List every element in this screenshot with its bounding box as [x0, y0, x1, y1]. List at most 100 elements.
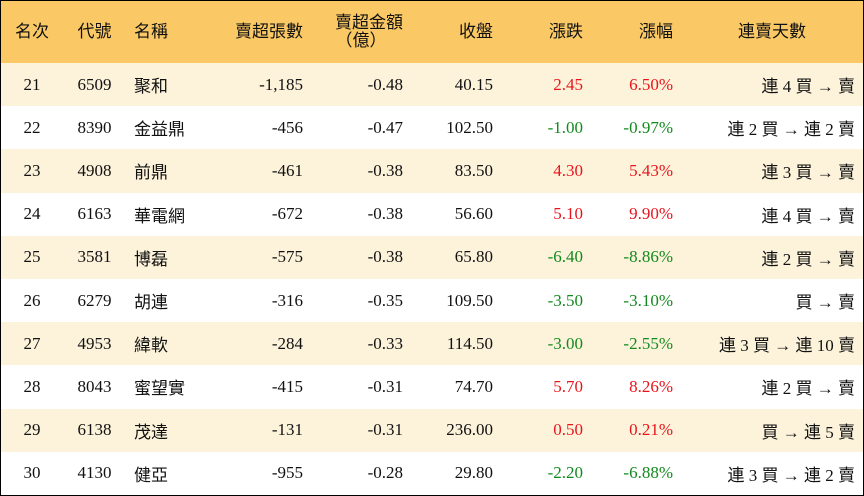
table-cell: -1.00 — [501, 106, 591, 150]
header-line: 連賣天數 — [738, 22, 806, 41]
table-cell: 28 — [1, 365, 63, 409]
table-cell: -3.50 — [501, 278, 591, 323]
table-row: 28 8043 蜜望實 -415 -0.31 74.70 5.70 8.26% 連 2 買 → … — [1, 365, 863, 409]
table-cell: 連 3 買 → 連 10 賣 — [681, 322, 863, 366]
table-cell: -0.33 — [311, 322, 411, 366]
column-header: 賣超金額 （億） — [311, 1, 411, 63]
table-cell: 4908 — [63, 149, 126, 193]
table-cell: 5.10 — [501, 192, 591, 236]
table-cell: -0.97% — [591, 106, 681, 150]
header-line: 收盤 — [459, 22, 493, 41]
table-cell: -0.47 — [311, 106, 411, 150]
table-cell: 109.50 — [411, 278, 501, 323]
table-cell: -0.31 — [311, 408, 411, 452]
table-cell: 3581 — [63, 235, 126, 279]
table-cell: -2.20 — [501, 451, 591, 495]
table-cell: -0.31 — [311, 365, 411, 409]
table-cell: 26 — [1, 278, 63, 323]
table-row: 30 4130 健亞 -955 -0.28 29.80 -2.20 -6.88% 連 3 買 →… — [1, 451, 863, 495]
table-cell: 25 — [1, 235, 63, 279]
table-cell: 前鼎 — [126, 149, 211, 193]
table-cell: 56.60 — [411, 192, 501, 236]
table-cell: -2.55% — [591, 322, 681, 366]
table-cell: 74.70 — [411, 365, 501, 409]
table-cell: 緯軟 — [126, 322, 211, 366]
table-cell: 胡連 — [126, 278, 211, 323]
table-row: 21 6509 聚和 -1,185 -0.48 40.15 2.45 6.50% 連 4 買 →… — [1, 63, 863, 107]
table-cell: -0.38 — [311, 235, 411, 279]
table-cell: 114.50 — [411, 322, 501, 366]
table-cell: 22 — [1, 106, 63, 150]
table-cell: 4.30 — [501, 149, 591, 193]
header-line: 賣超張數 — [235, 22, 303, 41]
table-cell: -316 — [211, 278, 311, 323]
table-cell: 6509 — [63, 63, 126, 107]
table-cell: 連 4 買 → 賣 — [681, 192, 863, 236]
table-row: 24 6163 華電網 -672 -0.38 56.60 5.10 9.90% 連 4 買 → … — [1, 192, 863, 236]
table-cell: -456 — [211, 106, 311, 150]
table-cell: 21 — [1, 63, 63, 107]
table-cell: -0.28 — [311, 451, 411, 495]
table-cell: -0.38 — [311, 192, 411, 236]
table-cell: 27 — [1, 322, 63, 366]
table-cell: 102.50 — [411, 106, 501, 150]
table-cell: 24 — [1, 192, 63, 236]
table-cell: 4953 — [63, 322, 126, 366]
table-cell: -575 — [211, 235, 311, 279]
table-cell: 買 → 賣 — [681, 278, 863, 323]
table-cell: 29.80 — [411, 451, 501, 495]
table-cell: 8043 — [63, 365, 126, 409]
table-cell: 8390 — [63, 106, 126, 150]
table-cell: 23 — [1, 149, 63, 193]
table-cell: -0.48 — [311, 63, 411, 107]
table-cell: 5.43% — [591, 149, 681, 193]
table-row: 25 3581 博磊 -575 -0.38 65.80 -6.40 -8.86% 連 2 買 →… — [1, 235, 863, 279]
table-body: 21 6509 聚和 -1,185 -0.48 40.15 2.45 6.50% 連 4 買 →… — [1, 63, 863, 495]
table-cell: 0.21% — [591, 408, 681, 452]
table-cell: -6.40 — [501, 235, 591, 279]
table-cell: -8.86% — [591, 235, 681, 279]
table-cell: 6279 — [63, 278, 126, 323]
table-cell: 蜜望實 — [126, 365, 211, 409]
table-cell: 236.00 — [411, 408, 501, 452]
table-cell: 連 3 買 → 連 2 賣 — [681, 451, 863, 495]
header-line: 名次 — [15, 22, 49, 41]
table-cell: -0.35 — [311, 278, 411, 323]
table-cell: -415 — [211, 365, 311, 409]
table-cell: 博磊 — [126, 235, 211, 279]
table-cell: 5.70 — [501, 365, 591, 409]
table-row: 27 4953 緯軟 -284 -0.33 114.50 -3.00 -2.55% 連 3 買 … — [1, 322, 863, 366]
column-header: 漲幅 — [591, 1, 681, 63]
table-cell: 連 4 買 → 賣 — [681, 63, 863, 107]
column-header: 名次 — [1, 1, 63, 63]
table-row: 26 6279 胡連 -316 -0.35 109.50 -3.50 -3.10% 買 → 賣 — [1, 278, 863, 323]
table-cell: 連 2 買 → 賣 — [681, 365, 863, 409]
table-cell: 9.90% — [591, 192, 681, 236]
table-cell: 連 3 買 → 賣 — [681, 149, 863, 193]
column-header: 賣超張數 — [211, 1, 311, 63]
header-line: 名稱 — [134, 22, 168, 41]
table-cell: 83.50 — [411, 149, 501, 193]
table-cell: -284 — [211, 322, 311, 366]
header-line: 代號 — [77, 22, 112, 41]
table-cell: -0.38 — [311, 149, 411, 193]
table-cell: 茂達 — [126, 408, 211, 452]
column-header: 連賣天數 — [681, 1, 863, 63]
table-cell: -672 — [211, 192, 311, 236]
table-row: 23 4908 前鼎 -461 -0.38 83.50 4.30 5.43% 連 3 買 → 賣 — [1, 149, 863, 193]
table-cell: 6163 — [63, 192, 126, 236]
table-cell: 健亞 — [126, 451, 211, 495]
table-cell: 華電網 — [126, 192, 211, 236]
column-header: 代號 — [63, 1, 126, 63]
header-line: 漲幅 — [639, 22, 673, 41]
header-line: 賣超金額 — [335, 13, 403, 32]
table-cell: 連 2 買 → 賣 — [681, 235, 863, 279]
table-cell: 29 — [1, 408, 63, 452]
table-cell: -6.88% — [591, 451, 681, 495]
table-cell: -955 — [211, 451, 311, 495]
table-cell: -1,185 — [211, 63, 311, 107]
table-cell: -3.00 — [501, 322, 591, 366]
table-cell: 0.50 — [501, 408, 591, 452]
table-cell: 6138 — [63, 408, 126, 452]
